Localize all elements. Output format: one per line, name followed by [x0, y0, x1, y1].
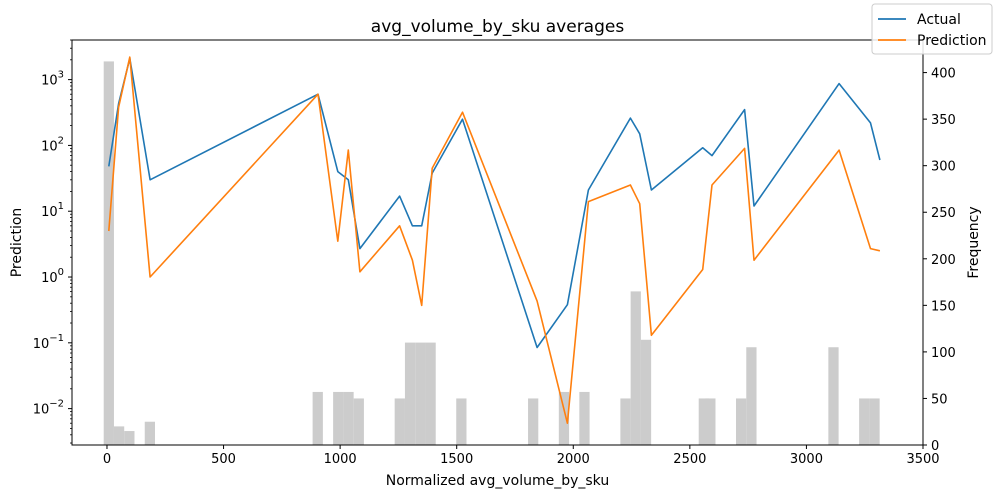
y2-tick-label: 250	[931, 206, 956, 221]
histogram-bar	[333, 391, 344, 445]
histogram-bar	[394, 398, 405, 445]
histogram-bar	[558, 391, 570, 445]
y2-tick-label: 50	[931, 392, 948, 407]
y-tick-label: 10−2	[33, 399, 64, 418]
y-tick-label: 100	[41, 267, 64, 286]
histogram-bar	[869, 398, 880, 445]
histogram-bar	[404, 342, 416, 445]
x-tick-label: 0	[103, 452, 111, 467]
y2-tick-label: 0	[931, 439, 939, 454]
histogram-bar	[103, 61, 114, 446]
histogram-bars	[103, 61, 880, 446]
histogram-bar	[698, 398, 709, 445]
x-axis-title: Normalized avg_volume_by_sku	[386, 473, 609, 489]
histogram-bar	[746, 347, 757, 445]
legend-label-actual: Actual	[917, 12, 961, 28]
legend: Actual Prediction	[871, 3, 993, 55]
chart-title: avg_volume_by_sku averages	[371, 17, 625, 37]
y-tick-label: 103	[41, 70, 64, 89]
series-line-prediction	[108, 56, 881, 425]
y2-tick-label: 100	[931, 346, 956, 361]
plot-frame	[71, 39, 924, 446]
y-axis-right: 0 50 100 150 200 250 300 350 400	[923, 67, 956, 454]
histogram-bar	[620, 398, 631, 445]
x-tick-label: 1500	[440, 452, 473, 467]
y2-tick-label: 200	[931, 253, 956, 268]
histogram-bar	[425, 342, 436, 445]
y2-tick-label: 350	[931, 113, 956, 128]
histogram-bar	[640, 339, 652, 445]
histogram-bar	[124, 431, 135, 445]
histogram-bar	[579, 391, 590, 445]
y2-axis-title: Frequency	[966, 206, 982, 278]
histogram-bar	[113, 426, 125, 445]
y-axis-left: 10−2 10−1 100 101 102 103	[33, 39, 72, 444]
x-tick-label: 2500	[673, 452, 706, 467]
y-tick-label: 101	[41, 201, 64, 220]
histogram-bar	[828, 347, 839, 445]
histogram-bar	[353, 398, 364, 445]
histogram-bar	[144, 421, 156, 445]
y2-tick-label: 150	[931, 299, 956, 314]
histogram-bar	[630, 291, 641, 445]
y-tick-label: 102	[41, 135, 64, 154]
histogram-bar	[705, 398, 716, 445]
x-tick-label: 3500	[906, 452, 939, 467]
series-lines	[108, 56, 881, 425]
legend-box	[871, 3, 993, 55]
series-line-actual	[108, 57, 881, 349]
histogram-bar	[528, 398, 539, 445]
legend-label-prediction: Prediction	[917, 33, 987, 49]
y2-tick-label: 300	[931, 160, 956, 175]
y2-tick-label: 400	[931, 67, 956, 82]
x-tick-label: 3000	[790, 452, 823, 467]
x-tick-label: 1000	[324, 452, 357, 467]
y-axis-title: Prediction	[9, 208, 25, 278]
histogram-bar	[343, 391, 354, 445]
histogram-bar	[736, 398, 747, 445]
histogram-bar	[415, 342, 426, 445]
y-tick-label: 10−1	[33, 333, 64, 352]
histogram-bar	[859, 398, 870, 445]
histogram-bar	[456, 398, 467, 445]
x-axis: 0 500 1000 1500 2000 2500 3000 3500	[103, 445, 940, 467]
x-tick-label: 2000	[557, 452, 590, 467]
x-tick-label: 500	[211, 452, 236, 467]
histogram-bar	[312, 391, 323, 445]
